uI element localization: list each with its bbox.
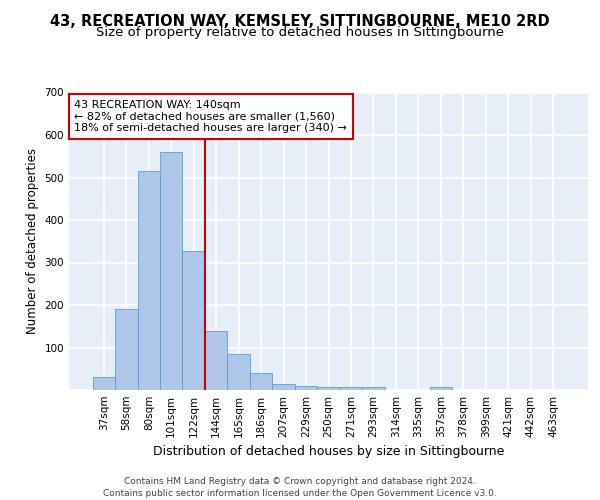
Y-axis label: Number of detached properties: Number of detached properties xyxy=(26,148,39,334)
Bar xyxy=(272,384,295,390)
Bar xyxy=(227,354,250,390)
Bar xyxy=(182,250,205,390)
Bar xyxy=(295,386,317,390)
Bar xyxy=(115,309,137,390)
Bar xyxy=(340,386,362,390)
Bar xyxy=(430,387,452,390)
Bar xyxy=(317,386,340,390)
Bar xyxy=(137,171,160,390)
Text: Size of property relative to detached houses in Sittingbourne: Size of property relative to detached ho… xyxy=(96,26,504,39)
Bar xyxy=(92,377,115,390)
Bar xyxy=(362,386,385,390)
Text: 43, RECREATION WAY, KEMSLEY, SITTINGBOURNE, ME10 2RD: 43, RECREATION WAY, KEMSLEY, SITTINGBOUR… xyxy=(50,14,550,29)
Bar xyxy=(205,330,227,390)
Bar xyxy=(160,152,182,390)
Text: Contains HM Land Registry data © Crown copyright and database right 2024.
Contai: Contains HM Land Registry data © Crown c… xyxy=(103,476,497,498)
Bar xyxy=(250,373,272,390)
Text: 43 RECREATION WAY: 140sqm
← 82% of detached houses are smaller (1,560)
18% of se: 43 RECREATION WAY: 140sqm ← 82% of detac… xyxy=(74,100,347,133)
X-axis label: Distribution of detached houses by size in Sittingbourne: Distribution of detached houses by size … xyxy=(153,446,504,458)
